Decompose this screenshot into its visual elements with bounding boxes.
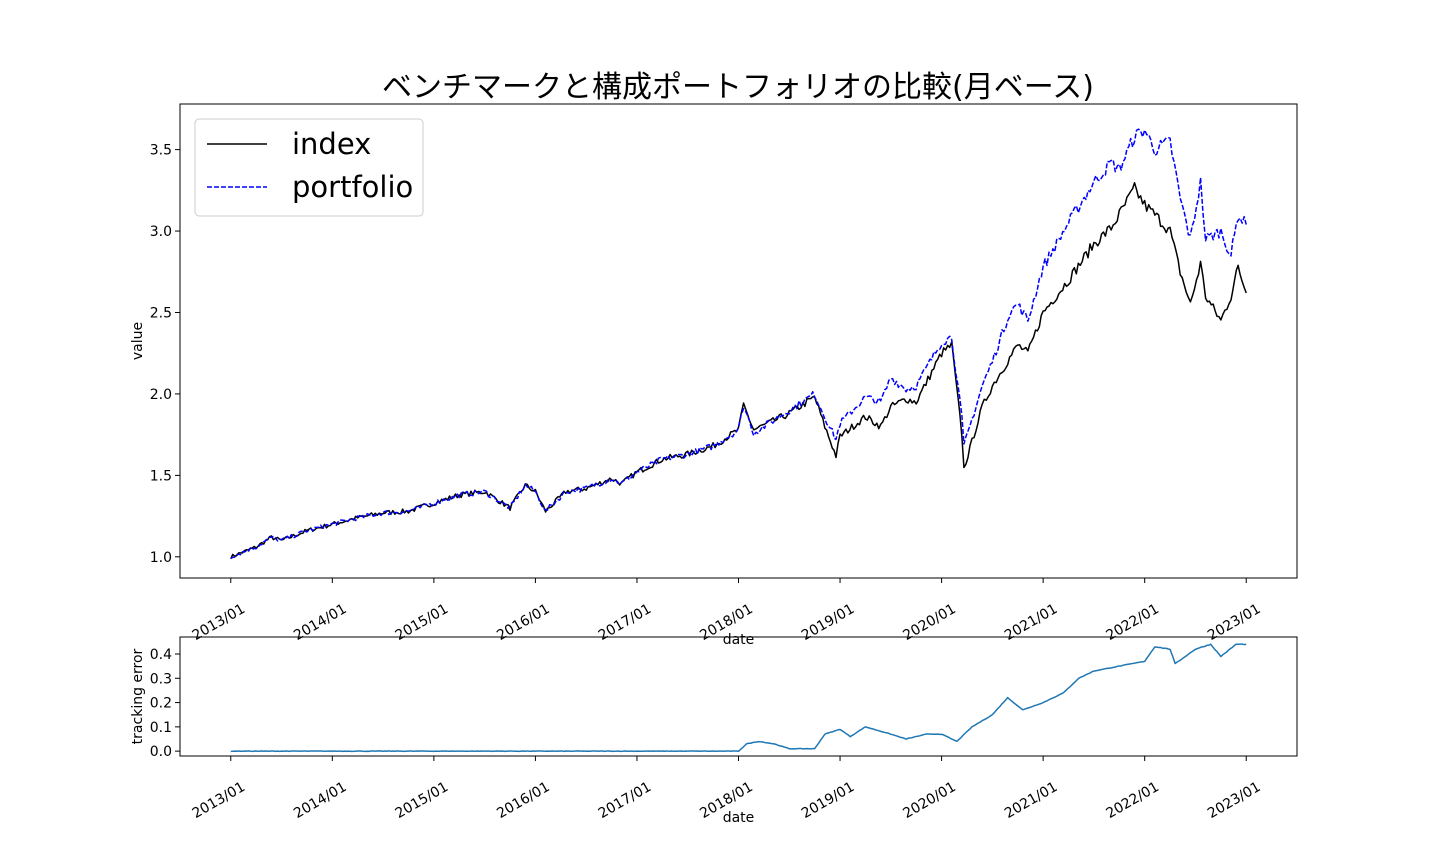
- y-axis-label: tracking error: [130, 648, 146, 744]
- x-axis-label: date: [723, 810, 755, 826]
- y-tick-label: 0.2: [150, 696, 172, 712]
- legend: index portfolio: [194, 118, 424, 217]
- y-tick-label: 3.5: [150, 143, 172, 159]
- portfolio-series-line: [230, 128, 1247, 559]
- y-tick-label: 0.1: [150, 720, 172, 736]
- legend-label-portfolio: portfolio: [292, 170, 413, 204]
- y-tick-label: 0.4: [150, 647, 172, 663]
- y-tick-label: 1.5: [150, 468, 172, 484]
- tracking-error-series-line: [230, 643, 1247, 753]
- chart-title: ベンチマークと構成ポートフォリオの比較(月ベース): [382, 70, 1094, 105]
- y-tick-label: 3.0: [150, 224, 172, 240]
- y-tick-label: 2.0: [150, 387, 172, 403]
- y-tick-label: 1.0: [150, 550, 172, 566]
- y-tick-label: 0.0: [150, 744, 172, 760]
- legend-label-index: index: [292, 127, 371, 161]
- x-axis-label: date: [723, 632, 755, 648]
- y-tick-label: 0.3: [150, 671, 172, 687]
- y-tick-label: 2.5: [150, 305, 172, 321]
- y-axis-label: value: [130, 322, 146, 360]
